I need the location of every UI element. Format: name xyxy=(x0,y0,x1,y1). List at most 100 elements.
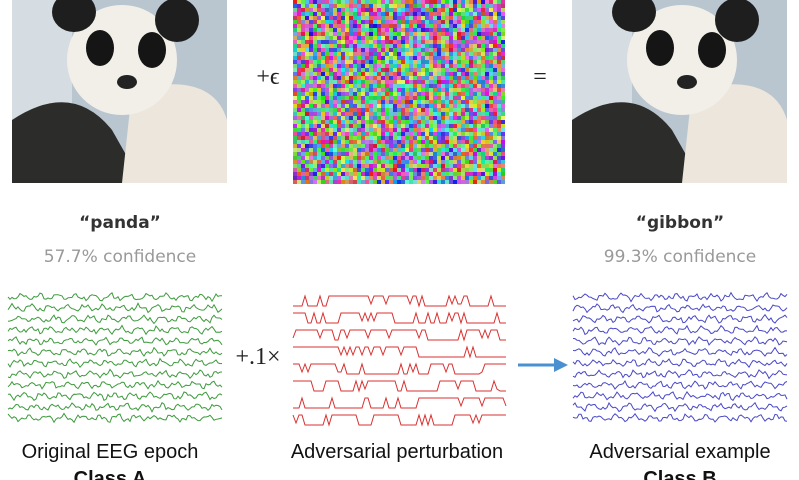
noise-pixel xyxy=(417,28,421,32)
noise-pixel xyxy=(409,68,413,72)
noise-pixel xyxy=(349,160,353,164)
noise-pixel xyxy=(337,152,341,156)
noise-pixel xyxy=(293,116,297,120)
noise-pixel xyxy=(465,108,469,112)
noise-pixel xyxy=(345,160,349,164)
noise-pixel xyxy=(453,64,457,68)
noise-pixel xyxy=(437,4,441,8)
noise-pixel xyxy=(441,144,445,148)
noise-pixel xyxy=(377,72,381,76)
noise-pixel xyxy=(345,72,349,76)
noise-pixel xyxy=(497,60,501,64)
noise-pixel xyxy=(417,148,421,152)
noise-pixel xyxy=(489,20,493,24)
noise-pixel xyxy=(457,24,461,28)
noise-pixel xyxy=(493,148,497,152)
noise-pixel xyxy=(293,24,297,28)
noise-pixel xyxy=(425,120,429,124)
noise-pixel xyxy=(313,128,317,132)
noise-pixel xyxy=(449,148,453,152)
noise-pixel xyxy=(465,16,469,20)
noise-pixel xyxy=(485,76,489,80)
noise-pixel xyxy=(349,112,353,116)
noise-pixel xyxy=(353,36,357,40)
noise-pixel xyxy=(293,172,297,176)
noise-pixel xyxy=(369,4,373,8)
noise-pixel xyxy=(397,20,401,24)
noise-pixel xyxy=(465,164,469,168)
noise-pixel xyxy=(325,172,329,176)
noise-pixel xyxy=(341,148,345,152)
noise-pixel xyxy=(385,24,389,28)
noise-pixel xyxy=(493,92,497,96)
noise-pixel xyxy=(381,176,385,180)
noise-pixel xyxy=(353,12,357,16)
noise-pixel xyxy=(465,116,469,120)
noise-pixel xyxy=(373,84,377,88)
noise-pixel xyxy=(429,152,433,156)
noise-pixel xyxy=(485,72,489,76)
eeg-trace xyxy=(572,380,788,390)
noise-pixel xyxy=(301,80,305,84)
noise-pixel xyxy=(409,180,413,184)
noise-pixel xyxy=(473,44,477,48)
noise-pixel xyxy=(341,176,345,180)
noise-pixel xyxy=(377,132,381,136)
noise-pixel xyxy=(501,16,505,20)
noise-pixel xyxy=(381,60,385,64)
noise-pixel xyxy=(453,96,457,100)
noise-pixel xyxy=(497,64,501,68)
noise-pixel xyxy=(401,88,405,92)
noise-pixel xyxy=(305,32,309,36)
noise-pixel xyxy=(377,16,381,20)
noise-pixel xyxy=(485,88,489,92)
noise-pixel xyxy=(361,76,365,80)
noise-pixel xyxy=(449,80,453,84)
operator: = xyxy=(533,64,547,90)
noise-pixel xyxy=(429,116,433,120)
noise-pixel xyxy=(441,32,445,36)
noise-pixel xyxy=(337,68,341,72)
noise-pixel xyxy=(349,164,353,168)
noise-pixel xyxy=(401,84,405,88)
noise-pixel xyxy=(401,164,405,168)
noise-pixel xyxy=(321,24,325,28)
noise-pixel xyxy=(421,64,425,68)
noise-pixel xyxy=(469,24,473,28)
noise-pixel xyxy=(313,168,317,172)
noise-pixel xyxy=(313,180,317,184)
noise-pixel xyxy=(473,76,477,80)
noise-pixel xyxy=(349,68,353,72)
noise-pixel xyxy=(389,60,393,64)
noise-pixel xyxy=(473,36,477,40)
noise-pixel xyxy=(469,60,473,64)
noise-pixel xyxy=(301,88,305,92)
noise-pixel xyxy=(437,96,441,100)
noise-pixel xyxy=(425,4,429,8)
noise-pixel xyxy=(297,136,301,140)
noise-pixel xyxy=(369,104,373,108)
noise-pixel xyxy=(309,60,313,64)
noise-pixel xyxy=(485,16,489,20)
noise-pixel xyxy=(453,8,457,12)
noise-pixel xyxy=(337,120,341,124)
noise-pixel xyxy=(313,48,317,52)
noise-pixel xyxy=(321,124,325,128)
noise-pixel xyxy=(417,52,421,56)
noise-pixel xyxy=(333,64,337,68)
noise-pixel xyxy=(457,120,461,124)
noise-pixel xyxy=(501,76,505,80)
noise-pixel xyxy=(441,160,445,164)
noise-pixel xyxy=(397,4,401,8)
noise-pixel xyxy=(321,128,325,132)
noise-pixel xyxy=(437,176,441,180)
noise-pixel xyxy=(425,168,429,172)
noise-pixel xyxy=(341,80,345,84)
noise-pixel xyxy=(493,140,497,144)
noise-pixel xyxy=(385,136,389,140)
noise-pixel xyxy=(393,76,397,80)
noise-pixel xyxy=(381,112,385,116)
noise-pixel xyxy=(485,32,489,36)
noise-pixel xyxy=(377,76,381,80)
noise-pixel xyxy=(473,28,477,32)
